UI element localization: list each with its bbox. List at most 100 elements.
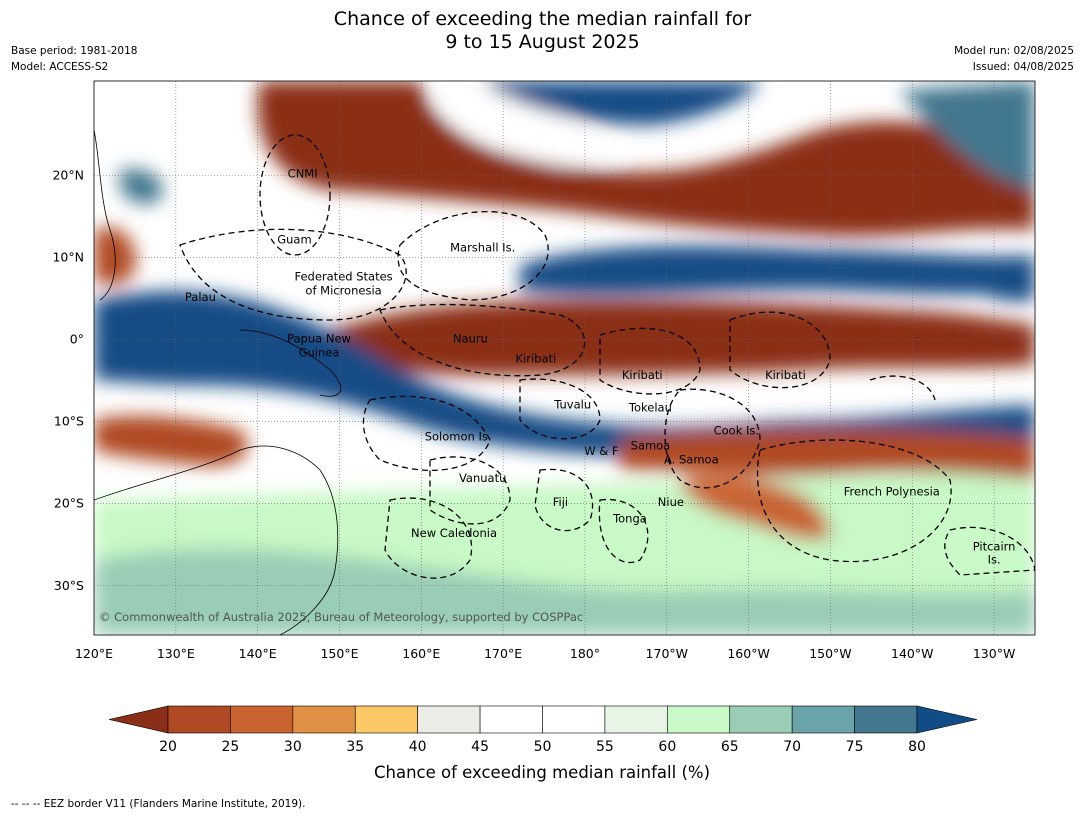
colorbar-tick-label: 80: [908, 739, 926, 755]
place-label: Pitcairn: [973, 539, 1016, 553]
map-frame: [93, 80, 1036, 636]
eez-fsm: [179, 228, 407, 321]
latitude-tick-label: 20°N: [52, 167, 84, 182]
eez-french-polynesia: [756, 439, 952, 563]
place-label: Vanuatu: [459, 471, 506, 485]
asia-coastline: [94, 129, 116, 301]
eez-marshall: [397, 210, 549, 301]
eez-new-caledonia: [384, 497, 473, 579]
place-label: W & F: [584, 444, 618, 458]
longitude-tick-label: 160°W: [727, 646, 769, 661]
place-label: Is.: [988, 552, 1001, 566]
eez-solomon: [362, 395, 491, 472]
colorbar-bin: [230, 705, 294, 734]
colorbar-tick-label: 25: [222, 739, 240, 755]
colorbar-tick-label: 65: [721, 739, 739, 755]
eez-cook: [664, 388, 761, 489]
south-east-dry-band: [620, 430, 1035, 480]
colorbar-tick-label: 60: [658, 739, 676, 755]
colorbar-bin: [729, 705, 793, 734]
north-dry-band: [257, 81, 1035, 237]
colorbar-min-arrow: [108, 705, 169, 734]
far-east-wet-blob: [960, 260, 1035, 302]
longitude-tick-label: 140°W: [891, 646, 933, 661]
colorbar-bin: [542, 705, 606, 734]
title-line-2: 9 to 15 August 2025: [445, 31, 640, 53]
colorbar-bin: [292, 705, 356, 734]
longitude-tick-label: 180°: [570, 646, 600, 661]
latitude-tick-label: 10°N: [52, 249, 84, 264]
eez-tonga: [598, 498, 649, 564]
place-label: Palau: [185, 290, 216, 304]
place-label: Nauru: [453, 332, 488, 346]
nw-teal-blob: [119, 169, 163, 204]
place-label: Papua New: [287, 332, 351, 346]
colorbar-tick-label: 75: [846, 739, 864, 755]
colorbar-tick-label: 55: [596, 739, 614, 755]
colorbar-tick-label: 70: [783, 739, 801, 755]
issued-label: Issued: 04/08/2025: [972, 61, 1074, 73]
longitude-tick-label: 170°E: [484, 646, 522, 661]
latitude-tick-label: 0°: [70, 332, 84, 347]
colorbar-bin: [479, 705, 543, 734]
north-white-gap: [430, 94, 620, 165]
place-label: New Caledonia: [411, 526, 497, 540]
latitude-tick-label: 30°S: [54, 578, 84, 593]
colorbar-bin: [667, 705, 731, 734]
eez-kiribati-phoenix: [599, 327, 701, 395]
latitude-axis: 20°N 10°N 0° 10°S 20°S 30°S: [52, 167, 84, 592]
colorbar-bin: [167, 705, 231, 734]
place-label: Marshall Is.: [450, 241, 515, 255]
polynesia-dry-blob: [680, 476, 831, 540]
place-label: Solomon Is.: [425, 429, 492, 443]
colorbar-tick-label: 50: [534, 739, 552, 755]
eez-fiji: [534, 468, 594, 532]
place-label: French Polynesia: [844, 484, 940, 498]
place-label: Tonga: [612, 511, 647, 525]
place-label: Tuvalu: [553, 397, 591, 411]
australia-dry-blob: [94, 415, 248, 466]
latitude-tick-label: 20°S: [54, 496, 84, 511]
colorbar: 20 25 30 35 40 45 50 55 60 65 70 75 80: [108, 705, 978, 755]
png-coastline: [239, 329, 342, 397]
longitude-tick-label: 130°W: [973, 646, 1015, 661]
longitude-tick-label: 150°W: [809, 646, 851, 661]
place-label: Guinea: [299, 346, 340, 360]
place-label: Fiji: [553, 495, 568, 509]
colorbar-bin: [354, 705, 418, 734]
model-run-label: Model run: 02/08/2025: [954, 45, 1074, 57]
colorbar-bin: [854, 705, 918, 734]
colorbar-tick-label: 20: [159, 739, 177, 755]
place-label: CNMI: [288, 167, 318, 181]
coastlines: [94, 129, 342, 635]
eez-cnmi: [259, 134, 331, 256]
rainfall-field: © Commonwealth of Australia 2025, Bureau…: [94, 81, 1035, 635]
tropical-wet-band: [520, 245, 1035, 295]
south-teal-band: [94, 548, 1035, 635]
australia-coastline: [94, 445, 339, 635]
north-wet-blob: [480, 81, 760, 125]
colorbar-bin: [417, 705, 481, 734]
place-label: Kiribati: [622, 368, 663, 382]
eez-kiribati-line: [729, 311, 831, 389]
eez-kiribati-gilbert: [379, 303, 586, 377]
eez-misc: [869, 375, 936, 401]
longitude-tick-label: 170°W: [646, 646, 688, 661]
place-label: Guam: [277, 232, 311, 246]
north-east-wet: [900, 81, 1035, 190]
colorbar-tick-label: 35: [346, 739, 364, 755]
eez-borders: [179, 134, 1035, 579]
model-label: Model: ACCESS-S2: [11, 61, 109, 73]
eez-footnote: -- -- -- EEZ border V11 (Flanders Marine…: [11, 798, 305, 810]
longitude-tick-label: 120°E: [75, 646, 113, 661]
colorbar-max-arrow: [916, 705, 978, 734]
place-label: Niue: [658, 495, 684, 509]
longitude-tick-label: 130°E: [157, 646, 195, 661]
title-line-1: Chance of exceeding the median rainfall …: [333, 8, 752, 30]
place-label: A. Samoa: [664, 452, 719, 466]
copyright-notice: © Commonwealth of Australia 2025, Bureau…: [99, 610, 583, 624]
longitude-tick-label: 160°E: [402, 646, 440, 661]
west-wet-band: [94, 291, 1035, 457]
